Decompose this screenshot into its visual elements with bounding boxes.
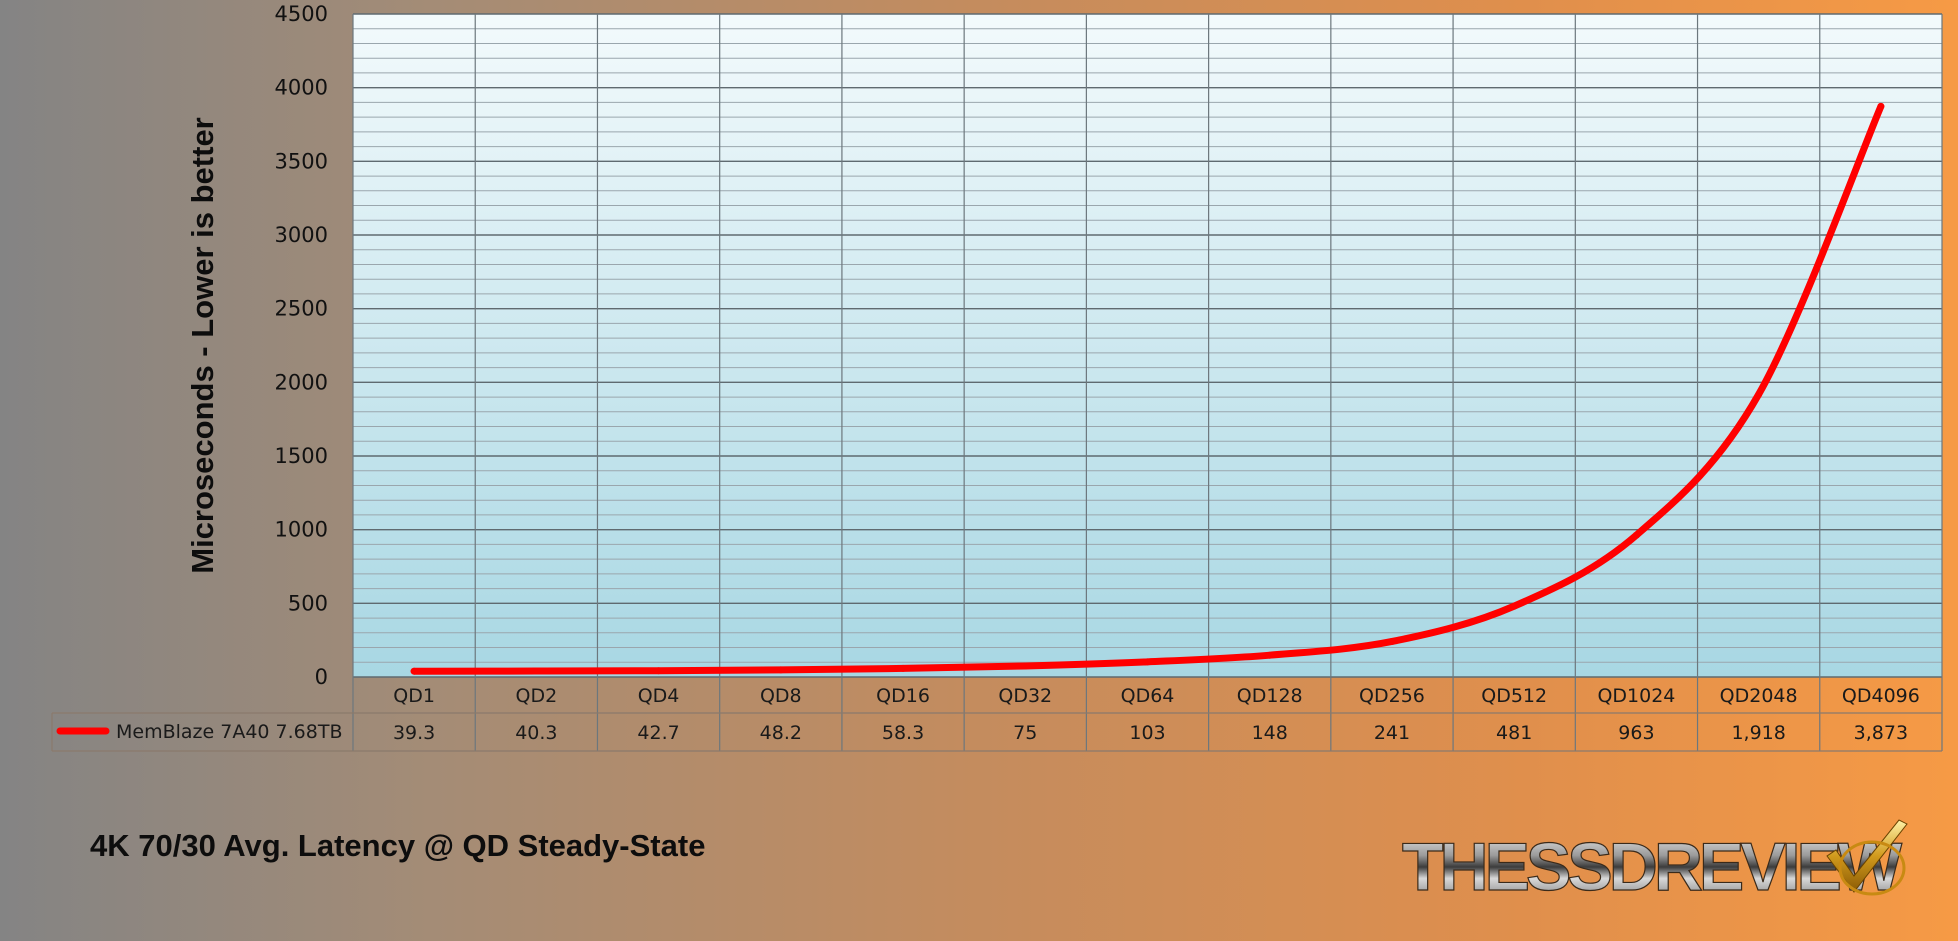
value-labels: 39.3 40.3 42.7 48.2 58.3 75 103 148 241 481 963 1,9… — [393, 722, 1908, 744]
x-category-label: QD8 — [760, 685, 802, 707]
data-point — [777, 666, 785, 674]
y-tick-label: 0 — [315, 665, 328, 689]
x-category-label: QD128 — [1237, 685, 1303, 707]
logo-text: THESSDREVIEW — [1402, 829, 1903, 905]
x-category-label: QD4 — [638, 685, 680, 707]
y-axis-label: Microseconds - Lower is better — [185, 117, 220, 574]
data-value-label: 3,873 — [1854, 722, 1908, 744]
chart-title: 4K 70/30 Avg. Latency @ QD Steady-State — [90, 828, 706, 863]
data-table — [51, 712, 1942, 752]
y-tick-label: 2000 — [275, 370, 328, 394]
x-category-label: QD512 — [1481, 685, 1547, 707]
data-point — [532, 667, 540, 675]
category-labels: QD1 QD2 QD4 QD8 QD16 QD32 QD64 QD128 QD256 QD512 Q… — [393, 685, 1920, 707]
data-value-label: 42.7 — [637, 722, 679, 744]
data-point — [899, 664, 907, 672]
data-points — [410, 102, 1885, 675]
legend: MemBlaze 7A40 7.68TB — [56, 721, 343, 743]
legend-label: MemBlaze 7A40 7.68TB — [116, 721, 343, 743]
data-point — [1144, 658, 1151, 666]
y-tick-label: 3000 — [275, 223, 328, 247]
data-value-label: 963 — [1618, 722, 1654, 744]
data-value-label: 103 — [1129, 722, 1165, 744]
brand-logo: THESSDREVIEW — [1402, 819, 1908, 906]
x-category-label: QD1024 — [1597, 685, 1675, 707]
plot-area — [353, 14, 1942, 677]
data-point — [1632, 531, 1640, 539]
data-point — [410, 667, 418, 675]
logo-swoosh-icon — [1838, 840, 1906, 896]
data-value-label: 75 — [1013, 722, 1037, 744]
category-gridlines — [352, 14, 1943, 751]
y-tick-label: 500 — [288, 591, 328, 615]
data-point — [1388, 637, 1396, 645]
x-category-label: QD2048 — [1720, 685, 1798, 707]
checkmark-icon — [1826, 819, 1908, 893]
data-value-label: 58.3 — [882, 722, 924, 744]
data-point — [1755, 390, 1763, 398]
x-category-label: QD1 — [393, 685, 435, 707]
data-value-label: 39.3 — [393, 722, 435, 744]
y-tick-label: 4000 — [275, 76, 328, 100]
y-tick-label: 3500 — [275, 149, 328, 173]
data-value-label: 48.2 — [760, 722, 802, 744]
data-point — [1510, 602, 1518, 610]
y-tick-label: 1000 — [275, 518, 328, 542]
data-point — [1266, 651, 1274, 659]
y-tick-label: 1500 — [275, 444, 328, 468]
data-point — [1877, 102, 1885, 110]
y-tick-label: 2500 — [275, 297, 328, 321]
major-gridlines — [353, 13, 1942, 678]
x-category-label: QD32 — [998, 685, 1052, 707]
y-tick-label: 4500 — [275, 2, 328, 26]
x-category-label: QD16 — [876, 685, 930, 707]
data-point — [1021, 662, 1029, 670]
data-value-label: 40.3 — [515, 722, 557, 744]
x-category-label: QD256 — [1359, 685, 1425, 707]
x-category-label: QD2 — [516, 685, 558, 707]
data-value-label: 1,918 — [1731, 722, 1785, 744]
y-axis-tick-labels: 0 500 1000 1500 2000 2500 3000 3500 4000 4500 — [275, 2, 328, 689]
x-category-label: QD4096 — [1842, 685, 1920, 707]
data-value-label: 481 — [1496, 722, 1532, 744]
data-point — [655, 667, 663, 675]
x-category-label: QD64 — [1121, 685, 1175, 707]
data-value-label: 241 — [1374, 722, 1410, 744]
data-value-label: 148 — [1252, 722, 1288, 744]
